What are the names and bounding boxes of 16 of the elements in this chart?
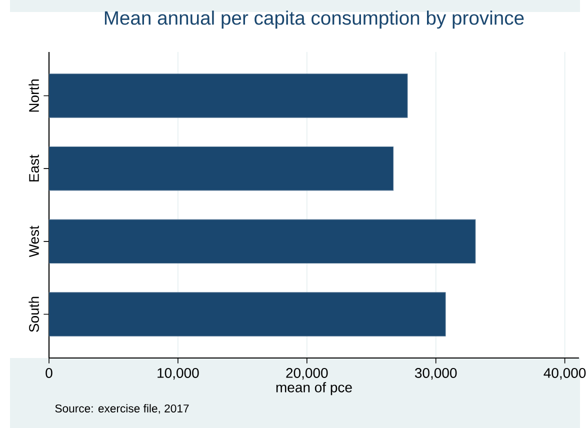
x-tick-label: 30,000 xyxy=(414,368,457,380)
y-tick-label: West xyxy=(29,226,39,258)
x-tick-label: 0 xyxy=(46,368,52,378)
y-tick-label: South xyxy=(28,296,39,332)
y-tick-label: East xyxy=(29,154,39,182)
y-tick-label: North xyxy=(28,80,39,112)
bar xyxy=(49,219,476,264)
x-tick-label: 20,000 xyxy=(286,368,328,380)
chart-title: Mean annual per capita consumption by province xyxy=(104,10,524,29)
x-tick-label: 40,000 xyxy=(544,368,586,380)
bar xyxy=(49,74,408,118)
bar xyxy=(49,292,446,336)
x-axis-title: mean of pce xyxy=(276,382,352,396)
source-note: Source: exercise file, 2017 xyxy=(55,404,189,414)
x-tick-label: 10,000 xyxy=(158,368,199,380)
bar xyxy=(49,146,394,191)
